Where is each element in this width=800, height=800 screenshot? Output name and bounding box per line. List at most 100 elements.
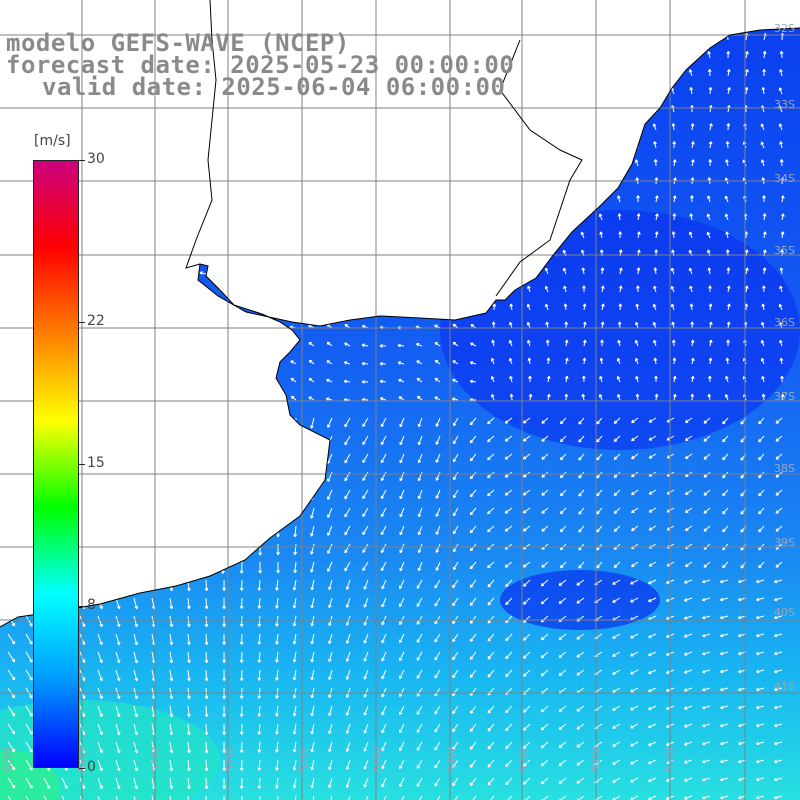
wind-arrow [325,397,333,401]
wind-arrow [199,271,207,275]
wind-arrow [187,795,191,800]
wind-arrow [97,741,103,754]
wind-arrow [187,615,191,628]
wind-arrow [670,285,675,293]
wind-arrow [97,795,103,800]
wind-arrow [434,342,441,347]
wind-arrow [97,633,103,646]
wind-arrow [487,723,495,732]
wind-arrow [362,489,369,500]
wind-arrow [293,525,298,538]
wind-arrow [719,651,729,656]
wind-arrow [564,375,569,383]
wind-arrow [169,705,174,718]
wind-arrow [617,195,621,203]
wind-arrow [381,597,387,608]
wind-arrow [726,267,731,275]
wind-arrow [691,357,695,365]
wind-arrow [308,342,315,347]
wind-arrow [239,633,244,645]
colorbar-tick-label: 15 [87,455,105,471]
wind-arrow [719,687,729,692]
wind-arrow [755,777,765,782]
wind-arrow [652,123,657,131]
wind-arrow [292,741,297,753]
wind-arrow [773,705,783,710]
wind-arrow [310,561,315,573]
wind-arrow [540,597,549,605]
wind-arrow [707,68,712,77]
wind-arrow [576,597,585,604]
wind-arrow [618,303,623,311]
wind-arrow [703,489,711,496]
wind-arrow [417,417,423,428]
wind-arrow [683,777,693,782]
wind-arrow [509,321,513,329]
wind-arrow [598,394,603,401]
wind-arrow [328,669,333,681]
wind-arrow [773,759,783,764]
latitude-label: 34S [774,172,795,185]
wind-arrow [688,231,693,239]
wind-arrow [690,321,695,329]
wind-arrow [257,669,262,681]
wind-arrow [362,435,369,446]
wind-arrow [239,651,244,663]
wind-arrow [761,375,765,383]
wind-arrow [683,723,693,728]
wind-arrow [487,417,495,425]
wind-arrow [417,435,423,446]
wind-arrow [417,507,423,518]
wind-arrow [527,339,531,347]
wind-arrow [612,597,621,603]
wind-arrow [719,795,729,800]
wind-arrow [239,795,244,800]
wind-arrow [222,615,226,628]
wind-arrow [258,561,263,574]
wind-arrow [653,339,657,347]
wind-arrow [612,651,621,657]
wind-arrow [487,453,495,461]
wind-arrow [169,777,174,790]
wind-arrow [773,579,783,584]
wind-arrow [648,651,657,657]
wind-arrow [523,741,531,749]
wind-arrow [379,379,387,384]
wind-arrow [344,324,351,329]
wind-arrow [648,507,657,513]
wind-arrow [726,321,731,329]
colorbar [33,160,79,768]
wind-arrow [169,759,174,772]
wind-arrow [758,435,765,443]
wind-arrow [222,597,226,610]
wind-arrow [7,741,16,753]
wind-arrow [239,741,244,753]
latitude-label: 38S [774,462,795,475]
wind-arrow [725,357,730,365]
wind-arrow [648,525,657,531]
wind-arrow [684,417,693,423]
wind-arrow [689,213,694,221]
wind-arrow [381,759,387,770]
wind-arrow [648,489,657,495]
wind-arrow [672,393,677,401]
wind-arrow [7,795,16,800]
wind-arrow [600,321,605,329]
wind-arrow [504,453,513,460]
wind-arrow [115,777,121,790]
wind-arrow [361,361,369,366]
wind-arrow [613,417,621,424]
longitude-label: 59W [76,747,89,772]
wind-arrow [343,361,351,365]
wind-arrow [469,723,477,732]
wind-arrow [755,759,765,764]
wind-arrow [725,231,729,239]
wind-arrow [706,213,711,221]
wind-arrow [363,759,369,770]
wind-arrow [540,741,549,749]
wind-arrow [275,777,279,789]
wind-arrow [222,741,226,754]
wind-arrow [758,453,765,461]
wind-arrow [434,633,441,643]
wind-arrow [275,795,279,800]
